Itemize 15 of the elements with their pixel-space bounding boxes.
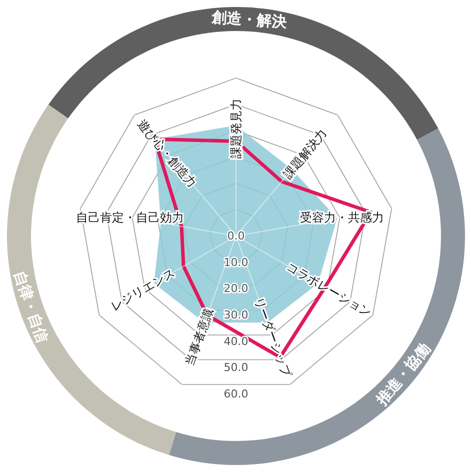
y-tick-label: 10.0: [224, 256, 248, 269]
spoke-label: 課題発見力: [229, 98, 243, 159]
spoke-label: 遊び心・創造力: [134, 117, 200, 190]
text: 推進・協働: [372, 339, 434, 410]
y-tick-label: 50.0: [224, 361, 248, 374]
y-tick-label: 0.0: [227, 230, 245, 242]
spoke-label: 当事者意識: [182, 306, 216, 368]
spoke-label: 課題解決力: [280, 126, 330, 182]
y-tick-label: 20.0: [224, 282, 248, 296]
text: 自律・自信: [10, 268, 52, 346]
y-tick-label: 40.0: [224, 334, 248, 348]
spoke-label: レジリエンス: [108, 266, 178, 314]
y-tick-label: 60.0: [224, 388, 248, 400]
y-tick-label: 30.0: [224, 308, 248, 322]
text: 創造・解決: [210, 8, 288, 31]
